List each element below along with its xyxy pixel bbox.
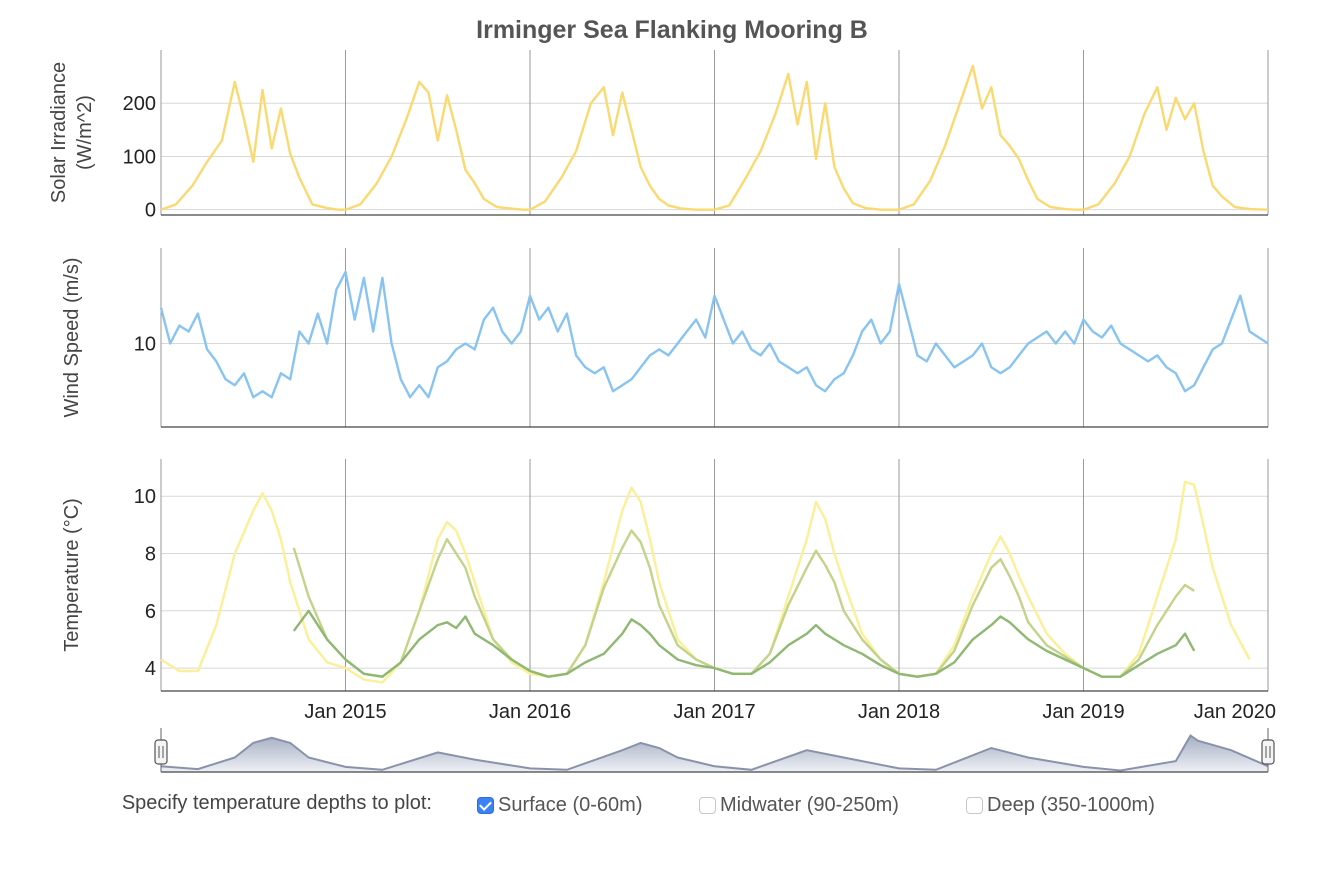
navigator-area xyxy=(161,735,1268,772)
x-tick-label: Jan 2018 xyxy=(858,701,940,723)
midwater-label: Midwater (90-250m) xyxy=(720,793,899,816)
series-line-2-0 xyxy=(160,480,1251,684)
x-tick-label: Jan 2015 xyxy=(304,701,386,723)
y-tick-label: 4 xyxy=(145,658,156,680)
deep-checkbox[interactable] xyxy=(966,796,983,814)
series-line-1-0 xyxy=(159,270,1269,399)
panel-2: 4 6 8 10 Temperature (°C) xyxy=(61,459,1269,692)
x-tick-label: Jan 2017 xyxy=(673,701,755,723)
y-axis-label: Temperature (°C) xyxy=(61,498,83,652)
y-tick-label: 8 xyxy=(145,544,156,566)
navigator-line xyxy=(160,734,1269,772)
midwater-depth-option[interactable]: Midwater (90-250m) xyxy=(699,790,899,820)
x-tick-label: Jan 2020 xyxy=(1194,701,1276,723)
surface-checkbox[interactable] xyxy=(477,796,494,814)
deep-label: Deep (350-1000m) xyxy=(987,793,1155,816)
panel-0: 0 100 200 Solar Irradiance (W/m^2) xyxy=(48,50,1269,222)
range-navigator xyxy=(154,728,1275,773)
navigator-left-handle[interactable] xyxy=(154,739,168,765)
surface-depth-option[interactable]: Surface (0-60m) xyxy=(477,790,643,820)
y-axis-label: Solar Irradiance xyxy=(48,62,70,203)
y-tick-label: 100 xyxy=(123,146,156,168)
series-line-0-0 xyxy=(160,64,1269,211)
midwater-checkbox[interactable] xyxy=(699,796,716,814)
navigator-right-handle[interactable] xyxy=(1261,739,1275,765)
panel-1: 10 Wind Speed (m/s) xyxy=(61,248,1269,428)
y-axis-label: Wind Speed (m/s) xyxy=(61,257,83,417)
series-line-2-2 xyxy=(292,609,1196,678)
y-tick-label: 10 xyxy=(134,333,156,355)
series-line-2-1 xyxy=(292,529,1195,678)
y-axis-label: (W/m^2) xyxy=(74,95,96,170)
deep-depth-option[interactable]: Deep (350-1000m) xyxy=(966,790,1155,820)
y-tick-label: 200 xyxy=(123,93,156,115)
y-tick-label: 6 xyxy=(145,601,156,623)
y-tick-label: 0 xyxy=(145,200,156,222)
surface-label: Surface (0-60m) xyxy=(498,793,643,816)
y-tick-label: 10 xyxy=(134,486,156,508)
chart-title: Irminger Sea Flanking Mooring B xyxy=(476,16,868,44)
x-tick-label: Jan 2016 xyxy=(489,701,571,723)
x-tick-label: Jan 2019 xyxy=(1042,701,1124,723)
depth-prompt: Specify temperature depths to plot: xyxy=(121,792,432,814)
